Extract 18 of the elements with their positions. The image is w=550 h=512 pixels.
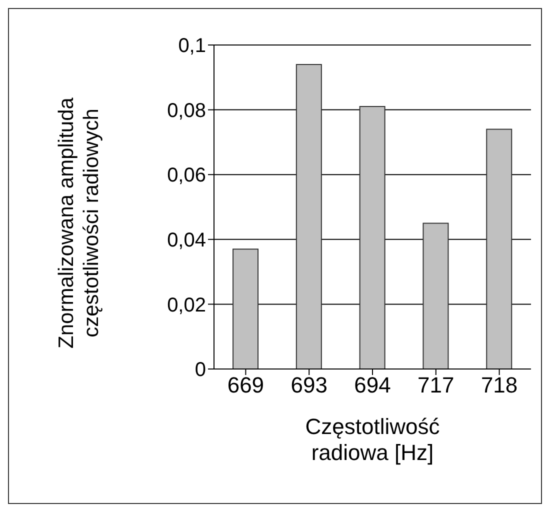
x-axis-title: Częstotliwość radiowa [Hz] xyxy=(304,414,441,466)
y-tick-label: 0,04 xyxy=(167,230,206,252)
y-tick-label: 0,06 xyxy=(167,164,206,187)
x-tick-label: 717 xyxy=(418,372,454,398)
x-tick-label: 669 xyxy=(227,372,264,398)
bar xyxy=(296,64,322,369)
y-axis-title: Znormalizowana amplituda częstotliwości radiowych xyxy=(54,98,104,348)
y-tick-label: 0 xyxy=(194,359,206,382)
y-tick-label: 0,08 xyxy=(167,100,206,122)
y-tick-label: 0,02 xyxy=(167,294,206,316)
x-tick-label: 718 xyxy=(480,372,518,398)
x-tick-label: 694 xyxy=(354,372,391,398)
bar xyxy=(359,106,386,369)
y-tick-label: 0,1 xyxy=(178,35,206,58)
bar xyxy=(422,222,449,369)
bar xyxy=(486,128,512,369)
x-tick-label: 693 xyxy=(290,372,328,398)
bar xyxy=(232,248,259,369)
